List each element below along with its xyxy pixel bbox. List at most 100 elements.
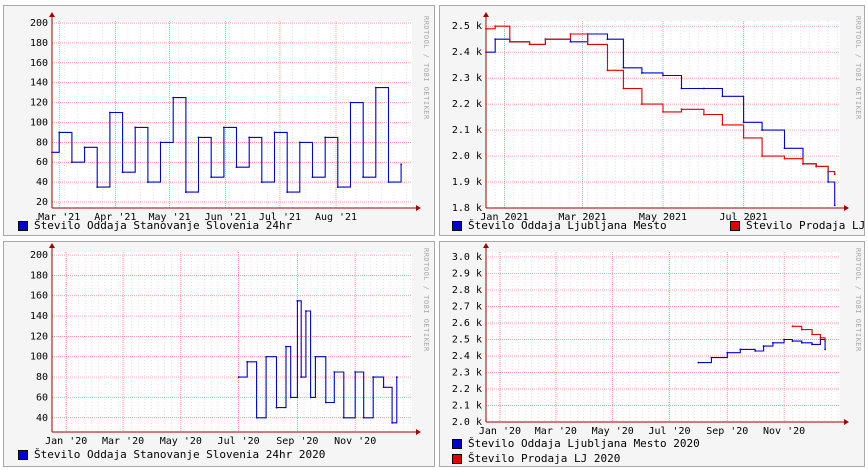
y-tick-label: 2.8 k xyxy=(452,285,482,296)
data-point xyxy=(159,141,162,144)
chart-canvas: 3.0 k 2.9 k 2.8 k 2.7 k 2.6 k 2.5 k 2.4 k 2.3 k… xyxy=(452,243,849,437)
y-tick-label: 80 xyxy=(36,137,48,148)
data-point xyxy=(222,126,225,129)
data-point xyxy=(569,40,572,43)
data-point xyxy=(311,176,314,179)
x-tick-label: May '20 xyxy=(592,426,634,437)
rrdtool-watermark: RRDTOOL / TOBI OETIKER xyxy=(854,248,862,352)
data-point xyxy=(721,95,724,98)
data-point xyxy=(802,162,804,165)
data-point xyxy=(494,25,497,28)
legend-item: Število Oddaja Stanovanje Slovenia 24hr … xyxy=(18,448,325,461)
x-tick-label: Jul '21 xyxy=(259,212,301,223)
data-point xyxy=(349,101,352,104)
data-point xyxy=(640,72,643,74)
chart-canvas: 2.5 k 2.4 k 2.3 k 2.2 k 2.1 k 2.0 k 1.9 k 1.8 k… xyxy=(452,12,849,223)
y-tick-label: 180 xyxy=(30,38,48,49)
data-point xyxy=(761,129,763,131)
x-tick-label: Jul 2021 xyxy=(719,212,767,223)
data-point xyxy=(391,421,394,424)
y-tick-label: 2.7 k xyxy=(452,301,482,312)
x-axis-arrow xyxy=(844,419,849,425)
y-tick-label: 2.0 k xyxy=(452,417,482,428)
data-point xyxy=(827,170,830,173)
y-axis-arrow xyxy=(483,12,489,17)
x-axis-arrow xyxy=(844,205,849,211)
data-point xyxy=(58,131,61,134)
chart-panel-oddaja-slovenia-2020: 200 180 160 140 120 100 80 60 40 Jan '20 Mar '20 Ma… xyxy=(3,241,435,467)
legend-label: Število Prodaja LJ xyxy=(746,219,866,232)
x-tick-label: Mar 2021 xyxy=(558,212,606,223)
data-point xyxy=(783,147,786,150)
legend-swatch-blue xyxy=(18,220,28,231)
x-tick-label: Sep '20 xyxy=(276,436,318,447)
data-point xyxy=(248,136,251,139)
data-point xyxy=(382,386,385,389)
data-point xyxy=(286,191,289,193)
chart-panel-ljubljana-2021: 2.5 k 2.4 k 2.3 k 2.2 k 2.1 k 2.0 k 1.9 k 1.8 k… xyxy=(439,5,865,236)
data-point xyxy=(289,396,292,399)
legend-swatch-blue xyxy=(18,449,28,460)
x-tick-label: May 2021 xyxy=(639,212,687,223)
data-point xyxy=(697,361,700,364)
data-point xyxy=(824,348,826,351)
data-point xyxy=(606,69,609,72)
data-point xyxy=(640,103,643,106)
y-tick-label: 100 xyxy=(30,352,48,363)
x-tick-label: May '21 xyxy=(149,212,191,223)
data-point xyxy=(819,338,822,341)
x-tick-label: Mar '20 xyxy=(102,436,144,447)
legend-swatch-blue xyxy=(452,438,462,449)
x-tick-label: Jun '21 xyxy=(205,212,247,223)
data-point xyxy=(622,66,625,69)
data-point xyxy=(304,310,307,312)
data-point xyxy=(544,38,547,41)
data-point xyxy=(387,181,390,184)
data-point xyxy=(273,131,276,134)
data-point xyxy=(833,204,836,207)
y-tick-label: 2.0 k xyxy=(452,151,482,162)
y-tick-label: 100 xyxy=(30,117,48,128)
data-point xyxy=(739,348,742,351)
data-point xyxy=(800,328,803,331)
x-tick-label: Nov '20 xyxy=(763,426,805,437)
y-tick-label: 2.9 k xyxy=(452,268,482,279)
data-point xyxy=(197,136,200,139)
data-point xyxy=(300,376,303,378)
y-tick-label: 2.3 k xyxy=(452,73,482,84)
y-tick-label: 3.0 k xyxy=(452,252,482,263)
data-point xyxy=(494,38,497,41)
data-point xyxy=(285,345,287,348)
data-point xyxy=(791,340,794,343)
legend-swatch-red xyxy=(452,453,462,464)
y-tick-label: 20 xyxy=(36,197,48,208)
data-point xyxy=(121,171,124,174)
y-tick-label: 2.6 k xyxy=(452,318,482,329)
y-tick-label: 160 xyxy=(30,58,48,69)
x-tick-label: Aug '21 xyxy=(315,212,357,223)
x-axis-arrow xyxy=(416,205,421,211)
data-point xyxy=(172,96,175,99)
data-point xyxy=(662,111,664,113)
data-point xyxy=(324,401,327,404)
data-point xyxy=(237,376,240,378)
chart-panel-oddaja-slovenia-2021: 200 180 160 140 120 100 80 60 40 20 Mar '21 Apr '21… xyxy=(3,5,435,236)
legend-item: Število Oddaja Ljubljana Mesto 2020 xyxy=(452,437,700,450)
data-point xyxy=(134,126,137,129)
rrdtool-watermark: RRDTOOL / TOBI OETIKER xyxy=(854,16,862,120)
data-point xyxy=(83,146,86,149)
data-point xyxy=(275,406,278,409)
data-point xyxy=(528,43,531,46)
x-axis-arrow xyxy=(416,429,421,435)
y-tick-label: 2.2 k xyxy=(452,384,482,395)
y-tick-label: 120 xyxy=(30,98,48,109)
data-point xyxy=(395,376,398,378)
data-point xyxy=(324,136,327,139)
data-point xyxy=(265,355,268,358)
data-point xyxy=(309,396,312,399)
x-tick-label: Sep '20 xyxy=(706,426,748,437)
y-tick-label: 2.2 k xyxy=(452,99,482,110)
x-tick-label: Nov '20 xyxy=(334,436,376,447)
data-point xyxy=(296,299,299,302)
data-point xyxy=(800,341,803,344)
